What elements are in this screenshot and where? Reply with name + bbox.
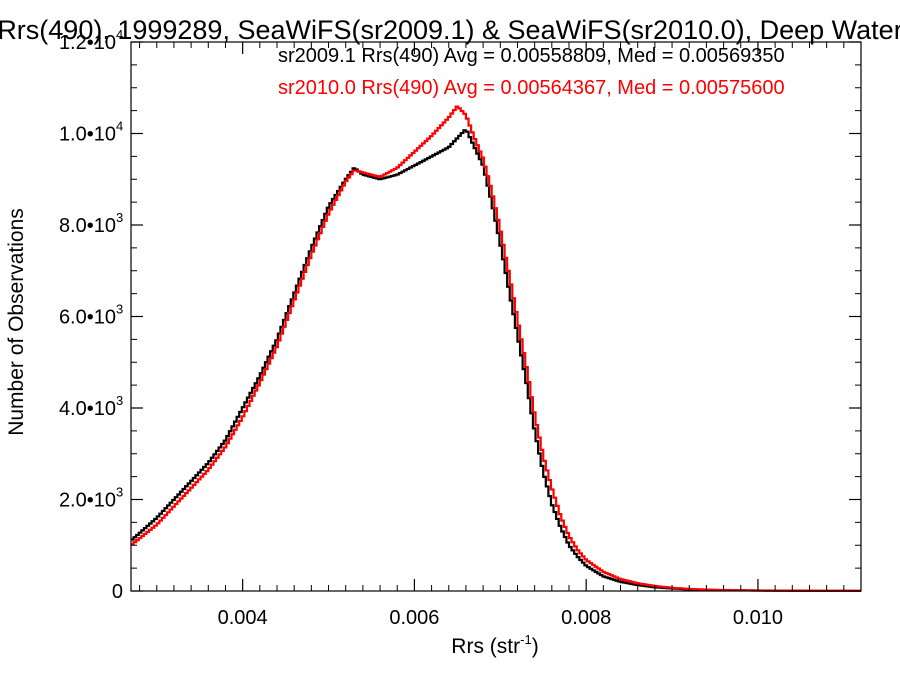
y-tick-label: 4.0•10 [59, 398, 116, 420]
y-tick-exponent: 3 [116, 485, 123, 500]
x-axis-label-exponent: -1 [520, 632, 532, 647]
y-tick-label: 6.0•10 [59, 307, 116, 329]
x-tick-label: 0.004 [218, 607, 268, 629]
series-layer [131, 105, 862, 593]
chart-title-text: Rrs(490), 1999289, SeaWiFS(sr2009.1) & S… [0, 15, 900, 45]
y-tick-exponent: 4 [116, 27, 123, 42]
x-axis-label-text: Rrs (str [451, 635, 521, 658]
legend-entry-sr2010: sr2010.0 Rrs(490) Avg = 0.00564367, Med … [278, 77, 785, 99]
y-tick-exponent: 3 [116, 302, 123, 317]
x-axis-label-end: ) [531, 635, 539, 658]
series-line-sr2009-1 [131, 129, 862, 593]
y-tick-label: 8.0•10 [59, 215, 116, 237]
x-axis-label: Rrs (str-1) [451, 632, 538, 659]
series-line-sr2010-0 [131, 105, 862, 593]
x-tick-label: 0.008 [561, 607, 611, 629]
y-tick-label: 1.2•10 [59, 32, 116, 54]
x-tick-label: 0.006 [389, 607, 439, 629]
y-tick-label: 1.0•10 [59, 124, 116, 146]
y-tick-exponent: 4 [116, 119, 123, 134]
y-tick-exponent: 3 [116, 393, 123, 408]
y-tick-exponent: 3 [116, 210, 123, 225]
x-tick-label: 0.010 [733, 607, 783, 629]
y-tick-label: 0 [112, 581, 123, 603]
plot-frame [130, 41, 862, 592]
chart-title: Rrs(490), 1999289, SeaWiFS(sr2009.1) & S… [0, 12, 900, 48]
y-tick-label: 2.0•10 [59, 490, 116, 512]
legend-entry-sr2009: sr2009.1 Rrs(490) Avg = 0.00558809, Med … [278, 45, 785, 67]
